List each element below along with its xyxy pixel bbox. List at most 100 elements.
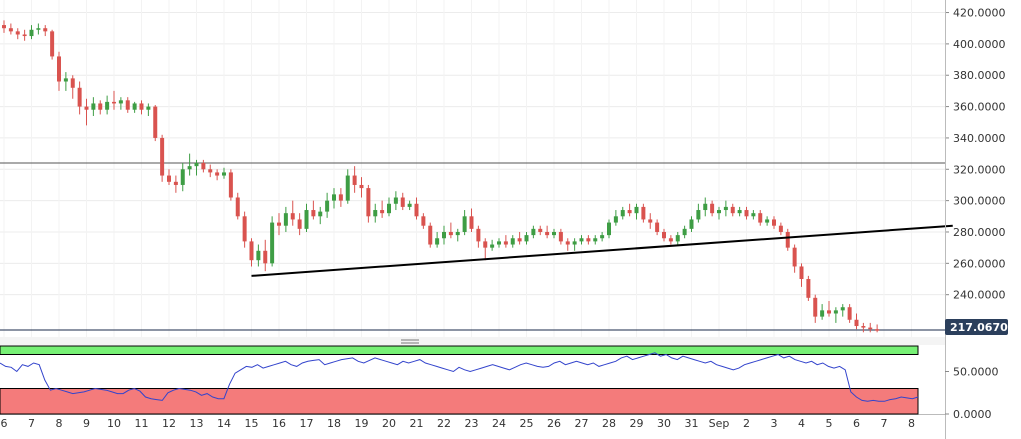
- candle-body: [167, 175, 171, 182]
- y-tick-label: 320.0000: [953, 163, 1006, 176]
- x-tick-label: 14: [217, 417, 231, 430]
- candle-body: [345, 175, 350, 201]
- candle-body: [847, 307, 852, 320]
- candle-body: [744, 210, 749, 217]
- candle-body: [112, 101, 116, 104]
- y-tick-label: 380.0000: [953, 69, 1006, 82]
- panel-divider[interactable]: [0, 337, 945, 345]
- candle-body: [8, 28, 13, 32]
- candle-body: [737, 210, 742, 214]
- candle-body: [84, 106, 89, 110]
- candle-body: [758, 213, 763, 223]
- overbought-band: [0, 345, 919, 355]
- candle-body: [36, 28, 41, 30]
- candle-body: [50, 31, 55, 57]
- y-tick-label: 300.0000: [953, 195, 1006, 208]
- candle-body: [139, 103, 144, 110]
- x-tick-label: 11: [135, 417, 149, 430]
- candle-body: [359, 184, 364, 189]
- x-tick-label: 10: [107, 417, 121, 430]
- x-tick-label: 7: [28, 417, 35, 430]
- candle-body: [765, 219, 770, 223]
- candle-body: [70, 78, 75, 88]
- candle-body: [338, 194, 343, 201]
- candle-body: [579, 238, 584, 242]
- x-tick-label: 5: [826, 417, 833, 430]
- y-tick-label: 240.0000: [953, 289, 1006, 302]
- last-price-text: 217.06709: [950, 321, 1015, 334]
- candle-body: [215, 172, 220, 176]
- candle-body: [696, 210, 701, 220]
- candle-body: [393, 197, 398, 204]
- candle-body: [565, 241, 570, 245]
- candle-body: [180, 169, 185, 185]
- x-tick-label: Sep: [709, 417, 730, 430]
- candle-body: [531, 228, 536, 236]
- candle-body: [297, 219, 302, 229]
- x-tick-label: 3: [771, 417, 778, 430]
- candle-body: [263, 250, 268, 264]
- candle-body: [249, 241, 254, 261]
- candle-body: [325, 200, 330, 212]
- candle-body: [840, 307, 845, 311]
- candle-body: [875, 329, 880, 331]
- candle-body: [655, 222, 660, 232]
- x-tick-label: 15: [245, 417, 259, 430]
- candle-body: [785, 231, 790, 248]
- candle-body: [29, 29, 34, 37]
- x-tick-label: 17: [300, 417, 314, 430]
- x-tick-label: 26: [547, 417, 561, 430]
- candle-body: [366, 188, 371, 217]
- candle-body: [277, 222, 281, 226]
- candle-body: [558, 231, 563, 242]
- candle-body: [201, 163, 206, 170]
- candle-body: [462, 216, 467, 232]
- panel-divider-bar[interactable]: [0, 337, 945, 345]
- candle-body: [572, 241, 577, 245]
- last-price-label: 217.06709: [945, 319, 1015, 335]
- x-tick-label: 18: [327, 417, 341, 430]
- candle-body: [222, 172, 226, 176]
- candle-body: [751, 213, 756, 217]
- candle-body: [545, 231, 550, 236]
- candle-body: [290, 213, 295, 220]
- candle-body: [455, 231, 460, 236]
- candle-body: [428, 225, 433, 245]
- x-tick-label: 21: [410, 417, 424, 430]
- candle-body: [620, 210, 625, 217]
- candle-body: [270, 222, 275, 264]
- candle-body: [641, 206, 646, 220]
- x-tick-label: 27: [575, 417, 589, 430]
- candle-body: [710, 203, 715, 214]
- candle-body: [387, 203, 391, 214]
- candle-body: [730, 206, 735, 214]
- candle-body: [593, 238, 598, 242]
- x-tick-label: 29: [630, 417, 644, 430]
- x-tick-label: 19: [355, 417, 369, 430]
- trendline[interactable]: [251, 224, 953, 277]
- candle-body: [43, 28, 48, 32]
- candle-body: [77, 87, 82, 107]
- candle-body: [792, 247, 797, 267]
- x-tick-label: 6: [853, 417, 860, 430]
- candle-body: [682, 228, 687, 236]
- candle-body: [228, 172, 233, 198]
- candle-body: [806, 279, 811, 298]
- indicator-panel: 50.0000 0.0000: [0, 345, 999, 421]
- candle-body: [703, 203, 708, 211]
- candle-body: [380, 210, 385, 214]
- x-tick-label: 6: [1, 417, 8, 430]
- y-tick-label: 360.0000: [953, 101, 1006, 114]
- candle-body: [146, 106, 151, 110]
- candle-body: [510, 238, 515, 245]
- candle-body: [256, 250, 261, 261]
- candle-body: [448, 231, 453, 236]
- candle-body: [91, 103, 96, 110]
- x-tick-label: 13: [190, 417, 204, 430]
- x-tick-label: 9: [83, 417, 90, 430]
- candle-body: [414, 203, 419, 217]
- candle-body: [613, 216, 618, 223]
- x-axis: 6 7 8 9 10 11 12 13 14 15 16 17 18 19 20 21 22 23 24 25 26 27…: [0, 414, 945, 430]
